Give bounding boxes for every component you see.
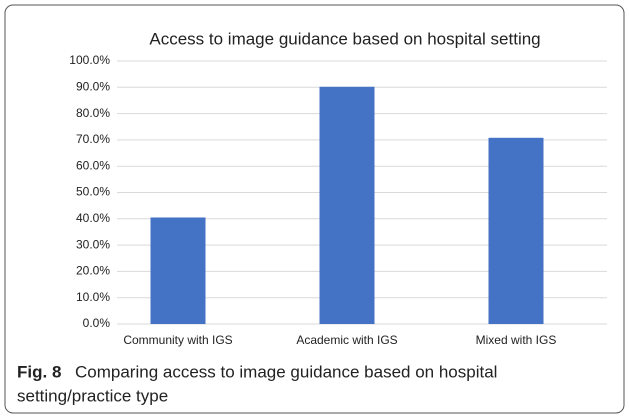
y-tick-label: 0.0%: [83, 316, 111, 330]
x-tick-label: Academic with IGS: [296, 333, 397, 347]
y-tick-label: 30.0%: [76, 237, 110, 251]
y-tick-label: 10.0%: [76, 290, 110, 304]
y-tick-label: 60.0%: [76, 158, 110, 172]
caption-label: Fig. 8: [17, 362, 61, 381]
x-tick-label: Community with IGS: [123, 333, 232, 347]
bar: [319, 86, 375, 324]
y-tick-label: 40.0%: [76, 211, 110, 225]
chart-title: Access to image guidance based on hospit…: [149, 29, 540, 48]
y-tick-label: 20.0%: [76, 264, 110, 278]
y-tick-label: 100.0%: [69, 53, 110, 67]
y-tick-label: 70.0%: [76, 132, 110, 146]
bar: [488, 137, 544, 324]
bar: [150, 217, 206, 324]
caption-text: setting/practice type: [17, 386, 168, 405]
x-tick-label: Mixed with IGS: [476, 333, 557, 347]
y-tick-label: 90.0%: [76, 79, 110, 93]
y-tick-label: 50.0%: [76, 185, 110, 199]
y-tick-label: 80.0%: [76, 106, 110, 120]
caption-text: Comparing access to image guidance based…: [75, 362, 497, 381]
